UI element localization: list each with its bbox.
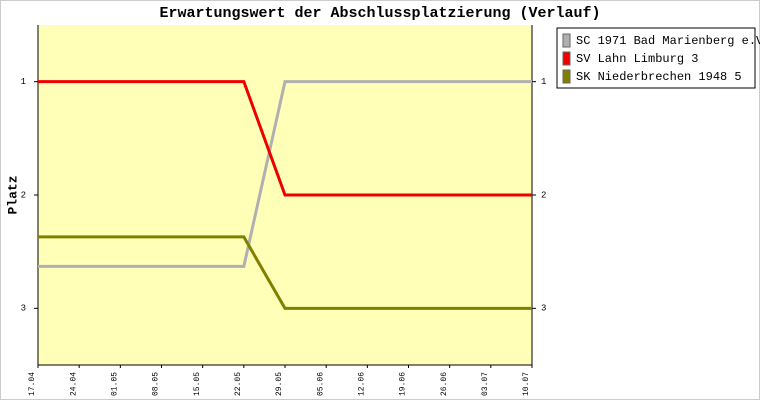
x-tick-label: 17.04 <box>28 372 37 396</box>
legend-swatch <box>562 51 571 66</box>
y-tick-label: 2 <box>21 190 26 200</box>
legend-label: SV Lahn Limburg 3 <box>576 52 698 66</box>
x-tick-label: 12.06 <box>357 372 366 396</box>
legend <box>556 27 756 89</box>
legend-label: SK Niederbrechen 1948 5 <box>576 70 742 84</box>
series-line <box>38 235 532 310</box>
series-line <box>38 80 532 268</box>
x-tick-label: 22.05 <box>234 372 243 396</box>
x-tick-label: 24.04 <box>69 372 78 396</box>
legend-swatch <box>562 33 571 48</box>
x-tick-label: 15.05 <box>193 372 202 396</box>
y2-tick-label: 1 <box>541 77 546 87</box>
y-axis-label: Platz <box>5 175 20 214</box>
x-tick-label: 03.07 <box>481 372 490 396</box>
x-tick-label: 05.06 <box>316 372 325 396</box>
legend-label: SC 1971 Bad Marienberg e.V. 2 <box>576 34 760 48</box>
x-tick-label: 19.06 <box>399 372 408 396</box>
y-tick-label: 1 <box>21 77 26 87</box>
y-tick-label: 3 <box>21 304 26 314</box>
x-tick-label: 10.07 <box>522 372 531 396</box>
x-tick-label: 08.05 <box>152 372 161 396</box>
y2-tick-label: 2 <box>541 190 546 200</box>
series-line <box>38 80 532 197</box>
legend-swatch <box>562 69 571 84</box>
x-tick-label: 29.05 <box>275 372 284 396</box>
chart-title: Erwartungswert der Abschlussplatzierung … <box>159 5 600 22</box>
y2-tick-label: 3 <box>541 304 546 314</box>
x-tick-label: 26.06 <box>440 372 449 396</box>
x-tick-label: 01.05 <box>110 372 119 396</box>
